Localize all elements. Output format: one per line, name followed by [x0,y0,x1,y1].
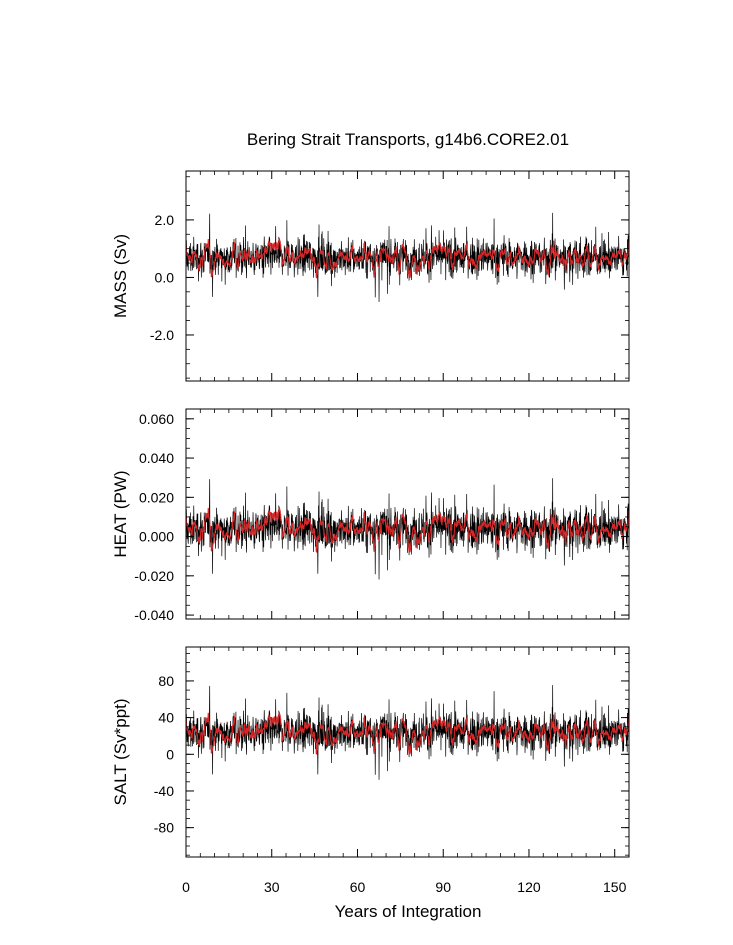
mass-ytick-label: 2.0 [155,212,175,228]
x-axis: 0 30 60 90 120 150 [182,879,627,895]
salt-running-mean-series [186,711,629,755]
mass-ytick-label: 0.0 [155,269,175,285]
xtick-label: 0 [182,879,190,895]
salt-ytick-label: 40 [158,710,174,726]
salt-ytick-label: 80 [158,673,174,689]
xtick-label: 60 [350,879,366,895]
chart-title: Bering Strait Transports, g14b6.CORE2.01 [247,130,569,149]
salt-ytick-label: -40 [154,783,174,799]
salt-ytick-label: -80 [154,820,174,836]
mass-y-axis-label: MASS (Sv) [111,234,130,318]
heat-ytick-label: -0.040 [134,607,174,623]
xtick-label: 120 [517,879,541,895]
salt-plot-frame [185,646,630,858]
panel-mass: 2.0 0.0 -2.0 MASS (Sv) [111,170,630,382]
salt-ytick-label: 0 [166,746,174,762]
xtick-label: 150 [603,879,627,895]
heat-ytick-label: 0.040 [139,450,174,466]
panel-heat: 0.060 0.040 0.020 0.000 -0.020 -0.040 HEAT (PW… [111,408,630,623]
heat-ytick-label: -0.020 [134,568,174,584]
mass-ytick-label: -2.0 [150,327,174,343]
x-axis-label: Years of Integration [335,902,482,921]
heat-ytick-label: 0.020 [139,489,174,505]
panels: 2.0 0.0 -2.0 MASS (Sv) 0.060 0.040 0.020 0.000 -… [111,170,630,858]
heat-ytick-label: 0.060 [139,411,174,427]
heat-plot-frame [185,408,630,620]
mass-running-mean-series [186,237,629,279]
heat-y-axis-label: HEAT (PW) [111,470,130,557]
mass-plot-frame [185,170,630,382]
salt-y-axis-label: SALT (Sv*ppt) [111,698,130,805]
heat-ytick-label: 0.000 [139,529,174,545]
xtick-label: 90 [435,879,451,895]
heat-running-mean-series [186,506,629,553]
panel-salt: 80 40 0 -40 -80 SALT (Sv*ppt) [111,646,630,858]
xtick-label: 30 [264,879,280,895]
